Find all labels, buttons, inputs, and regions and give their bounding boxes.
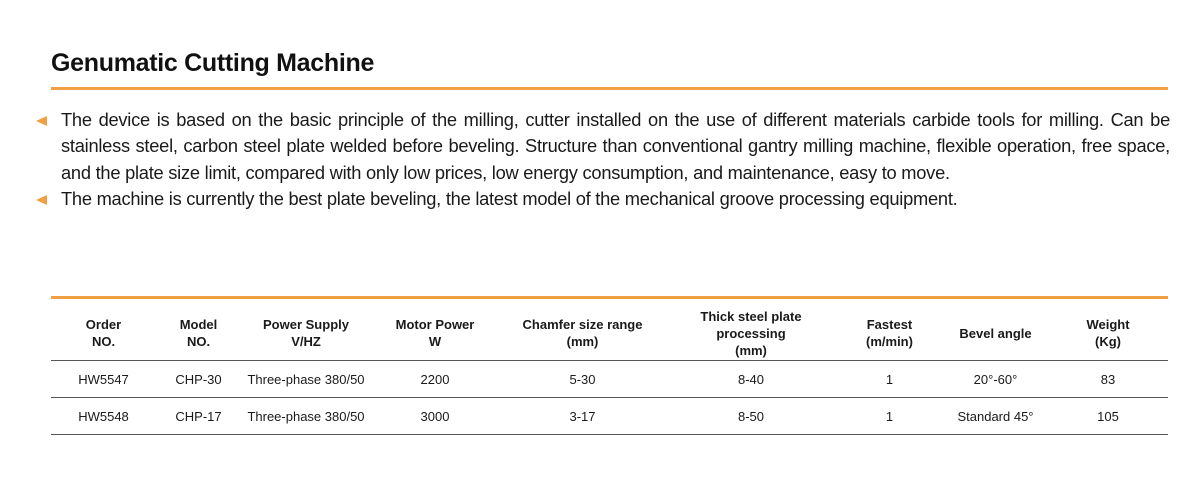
feature-item: The device is based on the basic princip…: [36, 107, 1170, 186]
page-title: Genumatic Cutting Machine: [51, 49, 375, 77]
title-divider: [51, 87, 1168, 90]
left-pointing-triangle-icon: [36, 116, 47, 126]
header-plate-processing: Thick steel plate processing (mm): [666, 306, 836, 361]
feature-list: The device is based on the basic princip…: [36, 107, 1170, 212]
cell-model-no: CHP-17: [156, 397, 241, 435]
feature-text: The device is based on the basic princip…: [61, 109, 1170, 183]
cell-plate-processing: 8-50: [666, 397, 836, 435]
header-power-supply: Power Supply V/HZ: [241, 306, 371, 361]
header-bevel-angle: Bevel angle: [943, 306, 1048, 361]
cell-chamfer-size: 5-30: [499, 360, 666, 398]
cell-chamfer-size: 3-17: [499, 397, 666, 435]
cell-fastest: 1: [836, 360, 943, 398]
cell-weight: 105: [1048, 397, 1168, 435]
table-row: HW5548 CHP-17 Three-phase 380/50 3000 3-…: [51, 397, 1168, 435]
feature-item: The machine is currently the best plate …: [36, 186, 1170, 212]
cell-power-supply: Three-phase 380/50: [241, 360, 371, 398]
header-weight: Weight (Kg): [1048, 306, 1168, 361]
cell-power-supply: Three-phase 380/50: [241, 397, 371, 435]
cell-bevel-angle: 20°-60°: [943, 360, 1048, 398]
header-chamfer-size: Chamfer size range (mm): [499, 306, 666, 361]
header-fastest: Fastest (m/min): [836, 306, 943, 361]
feature-text: The machine is currently the best plate …: [61, 187, 958, 209]
header-model-no: Model NO.: [156, 306, 241, 361]
cell-motor-power: 3000: [371, 397, 499, 435]
cell-order-no: HW5548: [51, 397, 156, 435]
header-order-no: Order NO.: [51, 306, 156, 361]
left-pointing-triangle-icon: [36, 194, 47, 205]
cell-weight: 83: [1048, 360, 1168, 398]
cell-order-no: HW5547: [51, 360, 156, 398]
cell-model-no: CHP-30: [156, 360, 241, 398]
cell-motor-power: 2200: [371, 360, 499, 398]
table-divider: [51, 296, 1168, 299]
cell-bevel-angle: Standard 45°: [943, 397, 1048, 435]
cell-fastest: 1: [836, 397, 943, 435]
cell-plate-processing: 8-40: [666, 360, 836, 398]
specification-table: Order NO. Model NO. Power Supply V/HZ Motor…: [51, 306, 1168, 435]
table-row: HW5547 CHP-30 Three-phase 380/50 2200 5-…: [51, 360, 1168, 398]
table-header-row: Order NO. Model NO. Power Supply V/HZ Motor…: [51, 306, 1168, 361]
header-motor-power: Motor Power W: [371, 306, 499, 361]
